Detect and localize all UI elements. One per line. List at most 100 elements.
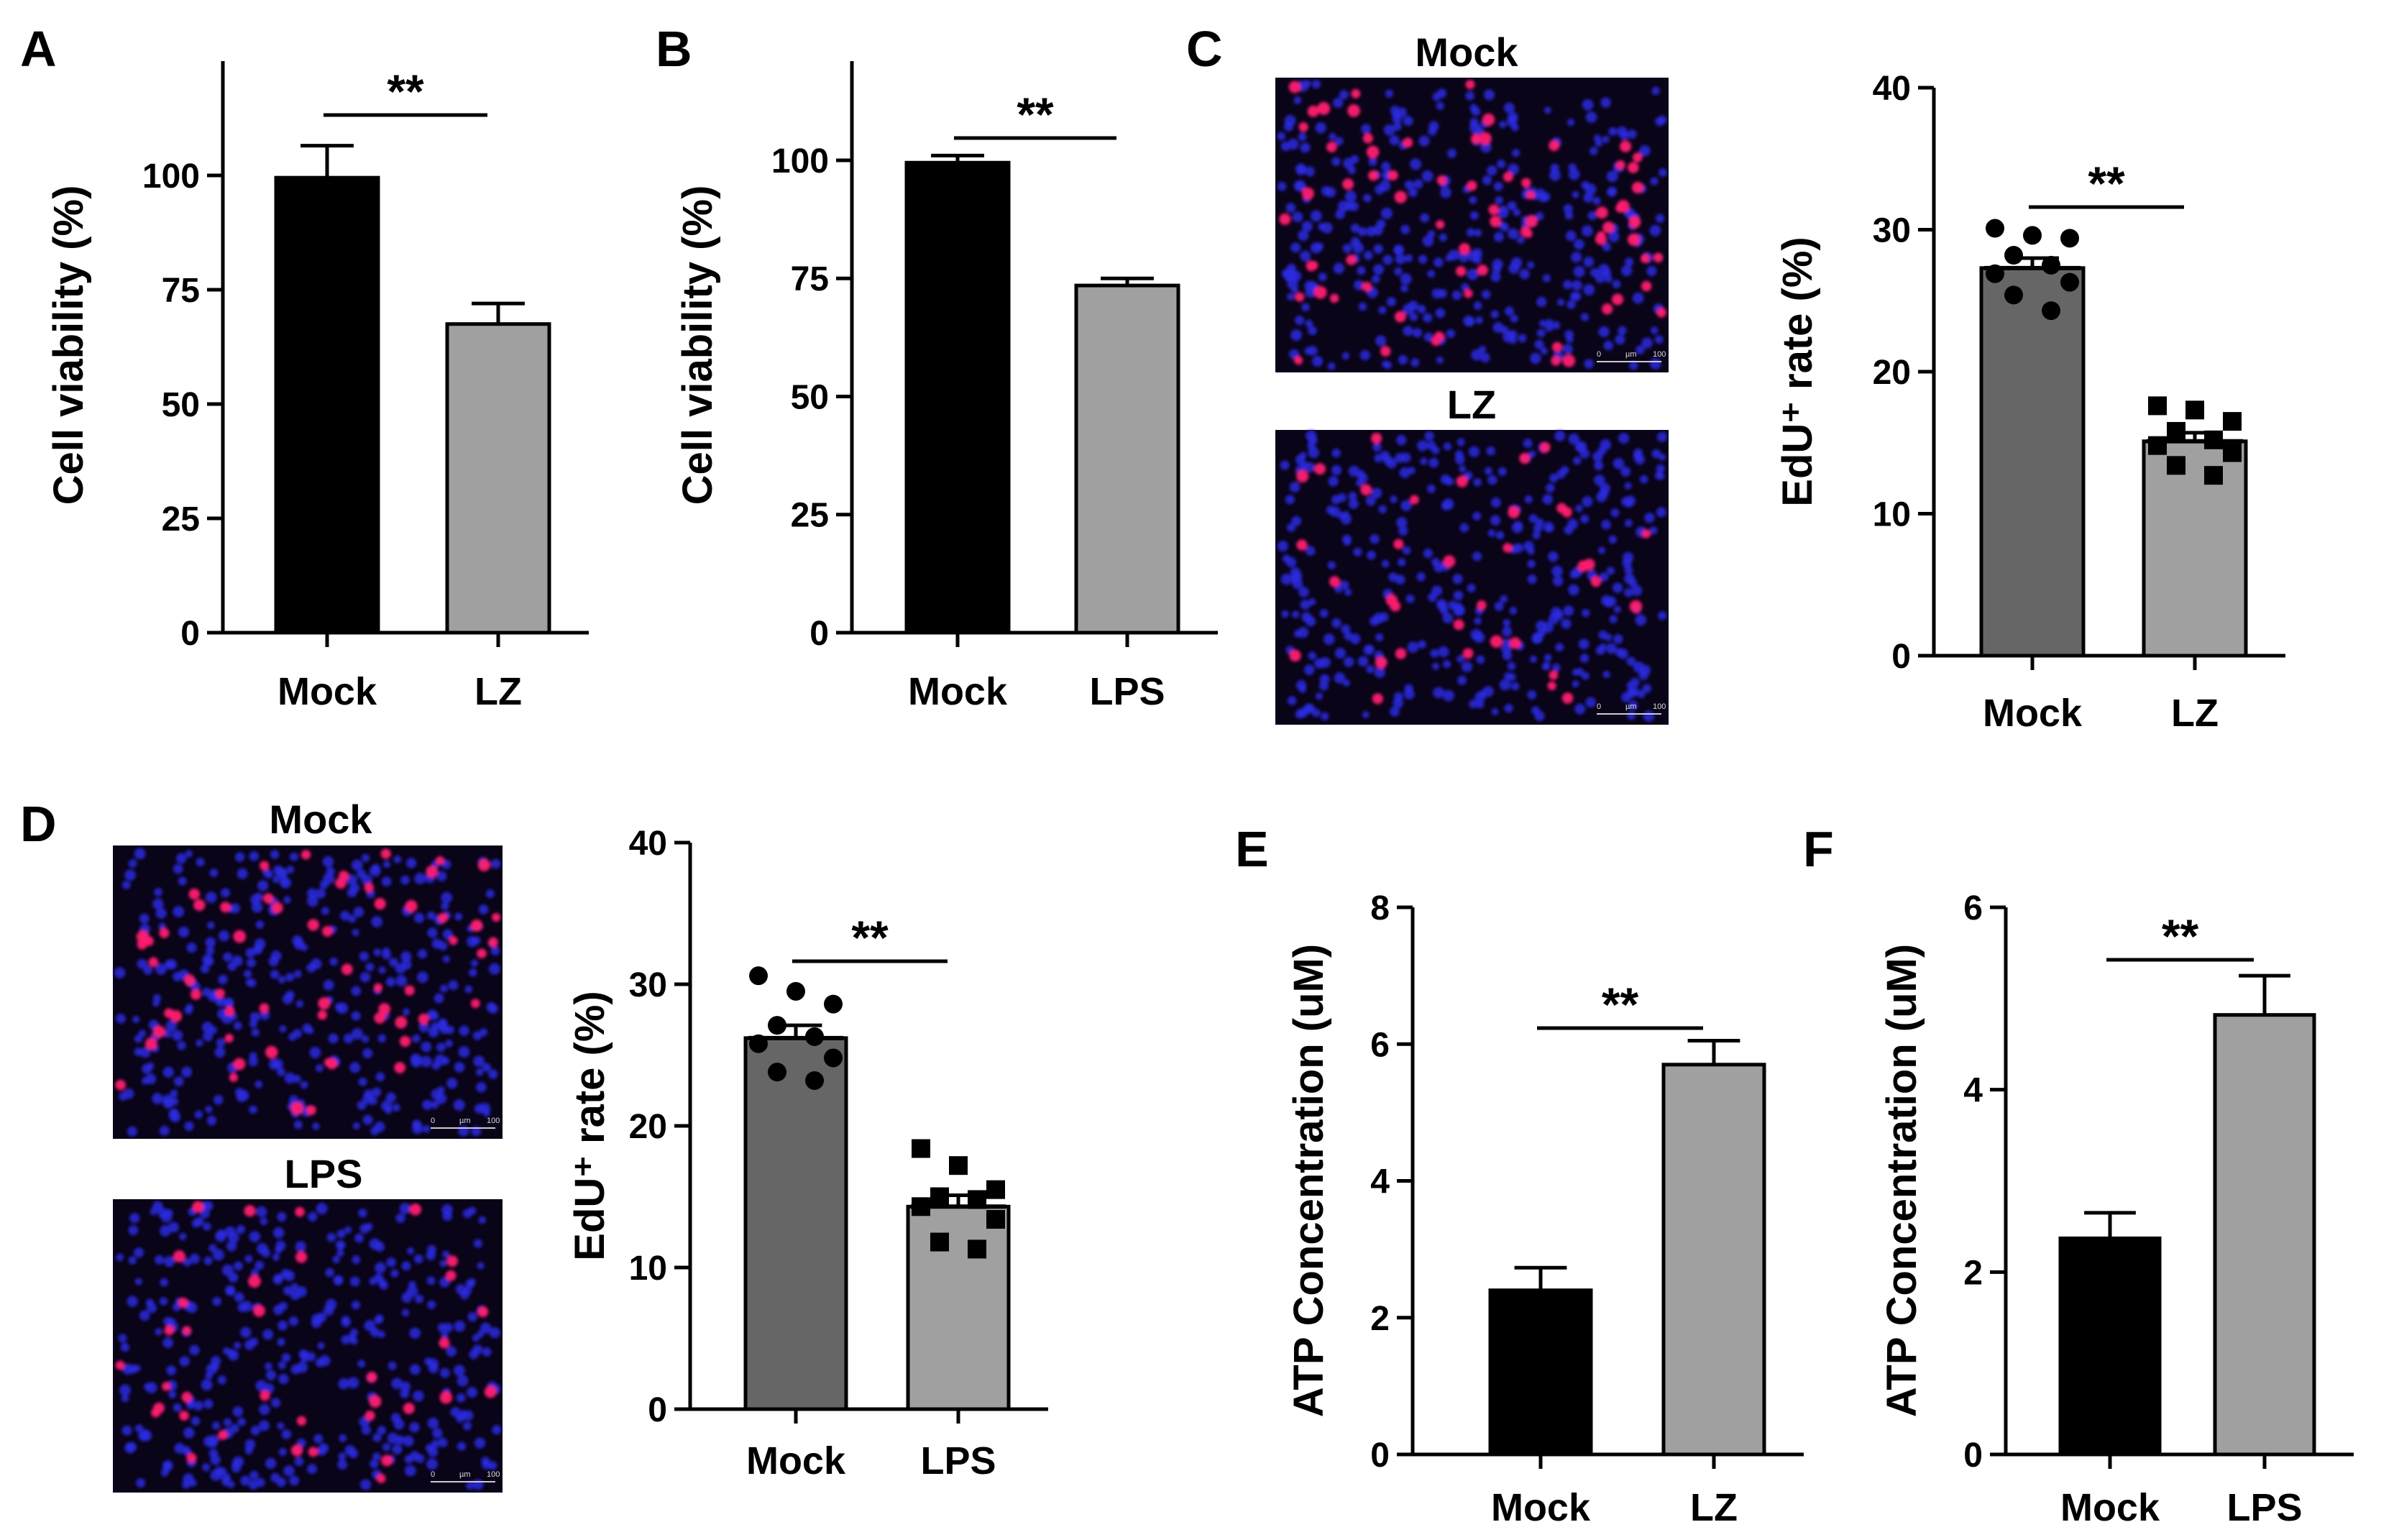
panel-label-e: E bbox=[1235, 821, 1269, 877]
nucleus-dot bbox=[325, 1298, 337, 1311]
nucleus-dot bbox=[1625, 257, 1634, 267]
nucleus-dot bbox=[217, 1375, 227, 1385]
nucleus-dot bbox=[1514, 521, 1523, 529]
nucleus-dot bbox=[1343, 538, 1352, 546]
nucleus-dot bbox=[416, 971, 428, 984]
nucleus-dot bbox=[1549, 473, 1559, 483]
nucleus-dot bbox=[1561, 618, 1572, 629]
edu-positive-dot bbox=[1490, 216, 1502, 228]
nucleus-dot bbox=[1442, 660, 1451, 669]
nucleus-dot bbox=[1290, 270, 1302, 282]
nucleus-dot bbox=[472, 1334, 480, 1342]
edu-positive-dot bbox=[1362, 133, 1373, 144]
nucleus-dot bbox=[1623, 573, 1635, 585]
panel-label-c: C bbox=[1186, 21, 1223, 77]
nucleus-dot bbox=[270, 969, 280, 979]
nucleus-dot bbox=[1627, 711, 1636, 720]
edu-positive-dot bbox=[446, 1255, 458, 1268]
nucleus-dot bbox=[1608, 231, 1620, 242]
nucleus-dot bbox=[244, 1255, 253, 1263]
nucleus-dot bbox=[316, 888, 326, 899]
nucleus-dot bbox=[1288, 138, 1299, 150]
nucleus-dot bbox=[1426, 484, 1436, 493]
nucleus-dot bbox=[1329, 132, 1336, 141]
nucleus-dot bbox=[1359, 349, 1370, 361]
nucleus-dot bbox=[434, 1054, 446, 1066]
nucleus-dot bbox=[1381, 559, 1390, 568]
nucleus-dot bbox=[335, 1239, 346, 1250]
nucleus-dot bbox=[1493, 232, 1504, 242]
nucleus-dot bbox=[162, 1337, 174, 1349]
nucleus-dot bbox=[1484, 467, 1492, 475]
nucleus-dot bbox=[385, 977, 396, 987]
edu-positive-dot bbox=[1488, 204, 1500, 216]
edu-positive-dot bbox=[143, 936, 154, 947]
nucleus-dot bbox=[1594, 475, 1605, 486]
nucleus-dot bbox=[362, 1048, 373, 1059]
nucleus-dot bbox=[1537, 628, 1546, 637]
nucleus-dot bbox=[473, 1055, 485, 1067]
nucleus-dot bbox=[1613, 605, 1621, 613]
nucleus-dot bbox=[257, 880, 269, 892]
x-tick-label-e: LZ bbox=[1690, 1486, 1738, 1529]
nucleus-dot bbox=[183, 1427, 195, 1439]
edu-positive-dot bbox=[290, 1101, 304, 1115]
nucleus-dot bbox=[160, 1278, 168, 1287]
edu-positive-dot bbox=[1615, 203, 1625, 213]
nucleus-dot bbox=[1472, 511, 1482, 521]
nucleus-dot bbox=[1308, 435, 1318, 445]
edu-positive-dot bbox=[1366, 145, 1380, 159]
nucleus-dot bbox=[1402, 546, 1411, 555]
nucleus-dot bbox=[325, 1268, 334, 1278]
nucleus-dot bbox=[1396, 435, 1407, 446]
edu-positive-dot bbox=[381, 1454, 393, 1467]
nucleus-dot bbox=[250, 1268, 259, 1277]
nucleus-dot bbox=[294, 1457, 304, 1467]
nucleus-dot bbox=[1609, 615, 1618, 623]
nucleus-dot bbox=[1298, 132, 1307, 142]
nucleus-dot bbox=[351, 1028, 363, 1040]
nucleus-dot bbox=[392, 1444, 403, 1455]
nucleus-dot bbox=[379, 1280, 388, 1290]
micrograph-d-mock: 0 µm 100 bbox=[113, 845, 503, 1139]
nucleus-dot bbox=[249, 851, 260, 861]
nucleus-dot bbox=[1385, 89, 1394, 98]
nucleus-dot bbox=[1607, 187, 1617, 198]
nucleus-dot bbox=[183, 1258, 192, 1267]
nucleus-dot bbox=[223, 952, 233, 962]
nucleus-dot bbox=[214, 1230, 226, 1242]
nucleus-dot bbox=[401, 1308, 410, 1317]
nucleus-dot bbox=[1624, 587, 1633, 597]
edu-positive-dot bbox=[1508, 505, 1520, 518]
nucleus-dot bbox=[1341, 624, 1351, 634]
nucleus-dot bbox=[208, 1435, 219, 1446]
nucleus-dot bbox=[1519, 269, 1530, 280]
y-tick-label-e: 0 bbox=[1370, 1436, 1390, 1475]
nucleus-dot bbox=[1512, 149, 1520, 157]
nucleus-dot bbox=[1434, 257, 1444, 267]
nucleus-dot bbox=[1311, 80, 1321, 89]
edu-positive-dot bbox=[1476, 600, 1487, 610]
edu-positive-dot bbox=[1596, 206, 1608, 219]
nucleus-dot bbox=[1568, 433, 1580, 445]
edu-positive-dot bbox=[1347, 104, 1360, 117]
nucleus-dot bbox=[432, 1428, 443, 1439]
nucleus-dot bbox=[249, 1470, 259, 1480]
edu-positive-dot bbox=[1313, 285, 1327, 299]
micrograph-d-lps: 0 µm 100 bbox=[113, 1199, 503, 1493]
nucleus-dot bbox=[1410, 158, 1422, 170]
nucleus-dot bbox=[442, 929, 454, 940]
nucleus-dot bbox=[290, 1364, 301, 1375]
nucleus-dot bbox=[1354, 280, 1364, 290]
nucleus-dot bbox=[139, 1047, 151, 1058]
nucleus-dot bbox=[1280, 460, 1290, 470]
nucleus-dot bbox=[116, 1013, 126, 1024]
edu-positive-dot bbox=[1490, 635, 1503, 648]
nucleus-dot bbox=[1312, 708, 1321, 718]
nucleus-dot bbox=[1373, 264, 1385, 275]
y-tick-label-b: 0 bbox=[809, 615, 829, 653]
nucleus-dot bbox=[488, 963, 500, 975]
nucleus-dot bbox=[437, 1086, 445, 1094]
nucleus-dot bbox=[1643, 710, 1655, 722]
nucleus-dot bbox=[154, 887, 163, 897]
